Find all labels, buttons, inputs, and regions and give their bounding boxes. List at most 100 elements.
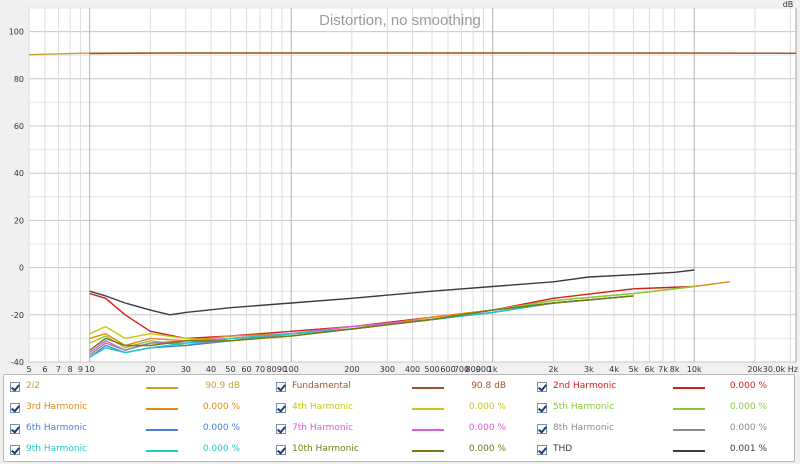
legend-line-swatch <box>412 450 444 452</box>
grid <box>28 7 796 363</box>
legend-series-value: 90.8 dB <box>471 381 506 391</box>
x-tick-label: 20k <box>747 365 762 372</box>
y-tick-label: -40 <box>11 358 24 367</box>
plot-series <box>28 52 797 358</box>
legend-line-swatch <box>412 408 444 410</box>
series-visibility-checkbox[interactable] <box>276 403 286 413</box>
series-visibility-checkbox[interactable] <box>276 445 286 455</box>
x-tick-label: 700 <box>454 365 469 372</box>
legend-item: 6th Harmonic 0.000 % <box>4 420 264 440</box>
legend-series-value: 0.000 % <box>202 444 240 454</box>
legend-series-value: 0.000 % <box>468 423 506 433</box>
legend-series-value: 0.000 % <box>468 444 506 454</box>
series-visibility-checkbox[interactable] <box>537 445 547 455</box>
legend-item: 2nd Harmonic 0.000 % <box>531 378 791 398</box>
y-tick-label: 40 <box>14 169 24 178</box>
x-tick-label: 10k <box>687 365 702 372</box>
legend-line-swatch <box>146 450 178 452</box>
x-tick-label: 9 <box>78 365 83 372</box>
legend-item: 2i2 90.9 dB <box>4 378 264 398</box>
series-visibility-checkbox[interactable] <box>537 382 547 392</box>
y-tick-label: 0 <box>19 264 24 273</box>
legend-line-swatch <box>673 429 705 431</box>
legend-series-name: 2i2 <box>26 381 40 391</box>
chart-title: Distortion, no smoothing <box>319 12 481 29</box>
legend-item: 5th Harmonic 0.000 % <box>531 399 791 419</box>
y-tick-label: 60 <box>14 122 24 131</box>
legend-item: 3rd Harmonic 0.000 % <box>4 399 264 419</box>
x-tick-label: 80 <box>267 365 277 372</box>
y-tick-label: 100 <box>9 28 24 37</box>
series-visibility-checkbox[interactable] <box>10 424 20 434</box>
x-tick-label: 50 <box>225 365 235 372</box>
y-axis-unit: dB <box>783 0 794 9</box>
series-line-10th-harmonic <box>89 295 634 351</box>
series-visibility-checkbox[interactable] <box>10 382 20 392</box>
x-tick-label: 60 <box>241 365 251 372</box>
x-tick-label: 6 <box>42 365 47 372</box>
legend-series-name: 8th Harmonic <box>553 423 615 433</box>
y-tick-label: -20 <box>11 311 24 320</box>
x-tick-label: 8k <box>670 365 680 372</box>
legend-series-name: THD <box>553 444 573 454</box>
x-tick-label: 3k <box>584 365 594 372</box>
legend-line-swatch <box>146 387 178 389</box>
legend-series-value: 0.000 % <box>729 381 767 391</box>
legend-item: 8th Harmonic 0.000 % <box>531 420 791 440</box>
legend-series-value: 0.001 % <box>729 444 767 454</box>
legend-line-swatch <box>146 408 178 410</box>
legend-series-value: 0.000 % <box>729 423 767 433</box>
x-tick-label: 8 <box>68 365 73 372</box>
series-visibility-checkbox[interactable] <box>537 403 547 413</box>
series-line-2nd-harmonic <box>89 285 695 340</box>
legend-item: THD 0.001 % <box>531 441 791 461</box>
legend-line-swatch <box>146 429 178 431</box>
y-tick-label: 80 <box>14 75 24 84</box>
legend-series-name: 7th Harmonic <box>292 423 354 433</box>
series-visibility-checkbox[interactable] <box>276 382 286 392</box>
legend-series-name: 2nd Harmonic <box>553 381 617 391</box>
series-visibility-checkbox[interactable] <box>276 424 286 434</box>
x-tick-label: 5k <box>629 365 639 372</box>
legend-line-swatch <box>412 387 444 389</box>
legend-series-value: 90.9 dB <box>205 381 240 391</box>
x-tick-label: 30.0k Hz <box>763 365 798 372</box>
legend-panel: 2i2 90.9 dB Fundamental 90.8 dB 2nd Harmonic… <box>3 374 795 462</box>
x-tick-label: 5 <box>26 365 31 372</box>
legend-series-name: 9th Harmonic <box>26 444 88 454</box>
x-tick-label: 4k <box>609 365 619 372</box>
series-line-thd <box>89 269 695 316</box>
x-tick-label: 6k <box>645 365 655 372</box>
x-tick-label: 30 <box>181 365 191 372</box>
x-tick-label: 300 <box>380 365 395 372</box>
series-line-9th-harmonic <box>89 295 634 358</box>
legend-series-name: 10th Harmonic <box>292 444 359 454</box>
legend-series-value: 0.000 % <box>202 402 240 412</box>
legend-series-value: 0.000 % <box>729 402 767 412</box>
series-visibility-checkbox[interactable] <box>10 445 20 455</box>
legend-series-name: 3rd Harmonic <box>26 402 88 412</box>
legend-line-swatch <box>673 387 705 389</box>
x-tick-label: 100 <box>284 365 299 372</box>
x-tick-label: 1k <box>488 365 498 372</box>
legend-series-name: 4th Harmonic <box>292 402 354 412</box>
y-tick-label: 20 <box>14 216 24 225</box>
x-tick-label: 10 <box>85 365 95 372</box>
x-tick-label: 90 <box>277 365 287 372</box>
legend-series-name: 5th Harmonic <box>553 402 615 412</box>
x-tick-label: 40 <box>206 365 216 372</box>
x-tick-label: 900 <box>476 365 491 372</box>
x-tick-label: 800 <box>466 365 481 372</box>
legend-item: Fundamental 90.8 dB <box>270 378 530 398</box>
legend-item: 9th Harmonic 0.000 % <box>4 441 264 461</box>
legend-item: 10th Harmonic 0.000 % <box>270 441 530 461</box>
series-visibility-checkbox[interactable] <box>537 424 547 434</box>
series-visibility-checkbox[interactable] <box>10 403 20 413</box>
x-tick-label: 7k <box>658 365 668 372</box>
legend-line-swatch <box>412 429 444 431</box>
x-tick-label: 200 <box>344 365 359 372</box>
x-tick-label: 400 <box>405 365 420 372</box>
x-tick-label: 600 <box>440 365 455 372</box>
